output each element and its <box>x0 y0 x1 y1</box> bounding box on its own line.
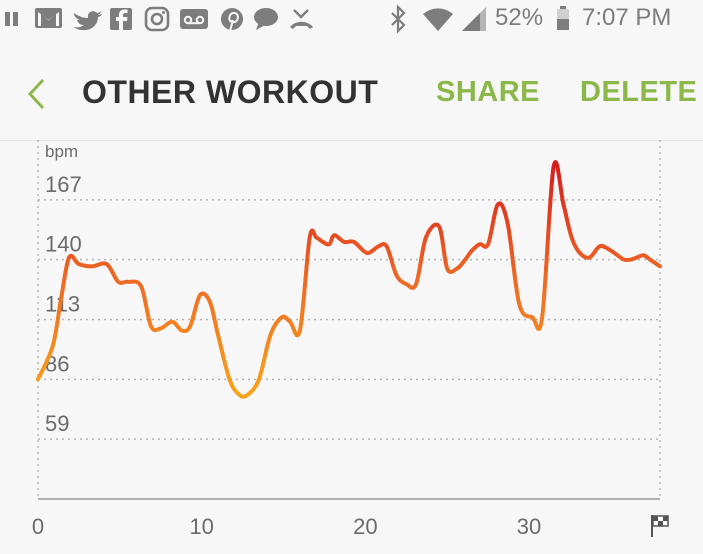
battery-percent: 52% <box>495 4 544 31</box>
signal-icon <box>462 7 486 31</box>
pause-icon <box>5 12 18 26</box>
y-tick-label: 167 <box>45 172 82 197</box>
delete-button[interactable]: DELETE <box>580 76 698 108</box>
y-axis-label: bpm <box>45 142 78 161</box>
finish-flag-icon <box>651 515 669 537</box>
x-tick-label: 20 <box>353 514 377 539</box>
y-tick-label: 59 <box>45 411 69 436</box>
x-tick-label: 30 <box>517 514 541 539</box>
bluetooth-icon <box>391 4 406 34</box>
x-tick-label: 0 <box>32 514 44 539</box>
facebook-icon <box>110 8 132 30</box>
twitter-icon <box>74 11 102 31</box>
heart-rate-line <box>36 160 662 399</box>
clock: 7:07 PM <box>582 4 672 31</box>
page-title: OTHER WORKOUT <box>82 74 379 110</box>
status-bar-icons <box>5 4 569 34</box>
x-tick-label: 10 <box>189 514 213 539</box>
heart-rate-chart: 59 86 113 140 167 bpm 0 10 20 30 <box>0 140 703 549</box>
missed-call-icon <box>290 9 313 29</box>
instagram-icon <box>144 6 170 32</box>
y-tick-label: 140 <box>45 232 82 257</box>
messenger-icon <box>254 8 278 30</box>
wifi-icon <box>423 8 453 31</box>
status-bar: 52% 7:07 PM <box>0 0 703 40</box>
back-button[interactable] <box>20 74 52 114</box>
voicemail-icon <box>180 9 208 29</box>
battery-icon <box>557 6 569 30</box>
chevron-left-icon <box>27 78 45 110</box>
app-toolbar: OTHER WORKOUT SHARE DELETE <box>0 40 703 141</box>
instagram-dot-icon <box>162 11 165 14</box>
gmail-icon <box>35 8 62 28</box>
share-button[interactable]: SHARE <box>436 76 541 108</box>
pinterest-icon <box>221 8 243 32</box>
